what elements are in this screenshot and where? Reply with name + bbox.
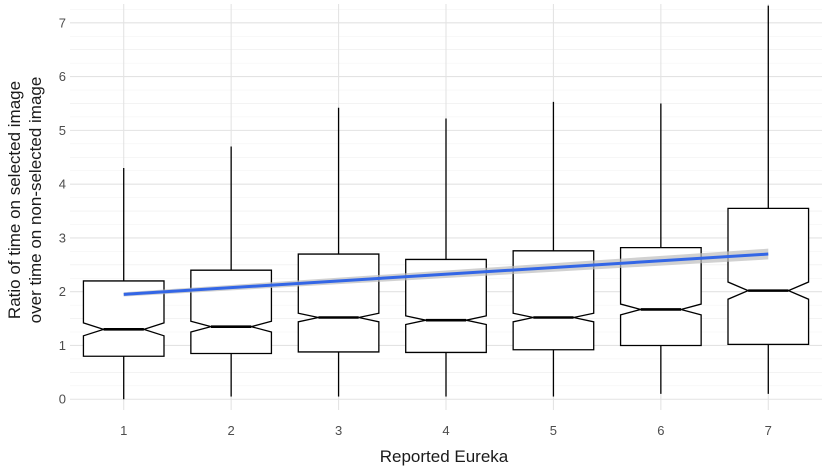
y-tick-label: 0 bbox=[59, 392, 66, 407]
x-tick-label: 1 bbox=[120, 423, 127, 438]
y-axis-title-line-1: Ratio of time on selected image bbox=[5, 81, 24, 319]
x-tick-label: 4 bbox=[442, 423, 449, 438]
x-axis-title: Reported Eureka bbox=[380, 447, 509, 466]
x-tick-label: 2 bbox=[228, 423, 235, 438]
box-body bbox=[405, 258, 487, 354]
x-tick-label: 3 bbox=[335, 423, 342, 438]
y-tick-label: 1 bbox=[59, 338, 66, 353]
box-body bbox=[727, 207, 810, 346]
x-tick-label: 7 bbox=[765, 423, 772, 438]
y-axis-tick-labels: 0 1 2 3 4 5 6 7 bbox=[59, 15, 66, 406]
y-axis-title-line-2: over time on non-selected image bbox=[26, 77, 45, 324]
box-6 bbox=[619, 103, 702, 394]
box-body bbox=[619, 246, 702, 347]
y-tick-label: 2 bbox=[59, 284, 66, 299]
y-tick-label: 3 bbox=[59, 230, 66, 245]
y-tick-label: 7 bbox=[59, 15, 66, 30]
x-tick-label: 5 bbox=[550, 423, 557, 438]
box-body bbox=[82, 280, 165, 357]
box-4 bbox=[405, 118, 487, 397]
y-tick-label: 4 bbox=[59, 177, 66, 192]
box-body bbox=[512, 250, 595, 351]
y-tick-label: 6 bbox=[59, 69, 66, 84]
trend-line bbox=[123, 252, 769, 296]
y-tick-label: 5 bbox=[59, 123, 66, 138]
box-5 bbox=[512, 101, 595, 397]
box-1 bbox=[82, 168, 165, 400]
box-body bbox=[297, 253, 380, 353]
x-tick-label: 6 bbox=[657, 423, 664, 438]
box-3 bbox=[297, 107, 380, 397]
x-axis-tick-labels: 1 2 3 4 5 6 7 bbox=[120, 423, 772, 438]
trend-line-group bbox=[123, 248, 769, 297]
box-7 bbox=[727, 5, 810, 394]
box-body bbox=[190, 269, 273, 355]
